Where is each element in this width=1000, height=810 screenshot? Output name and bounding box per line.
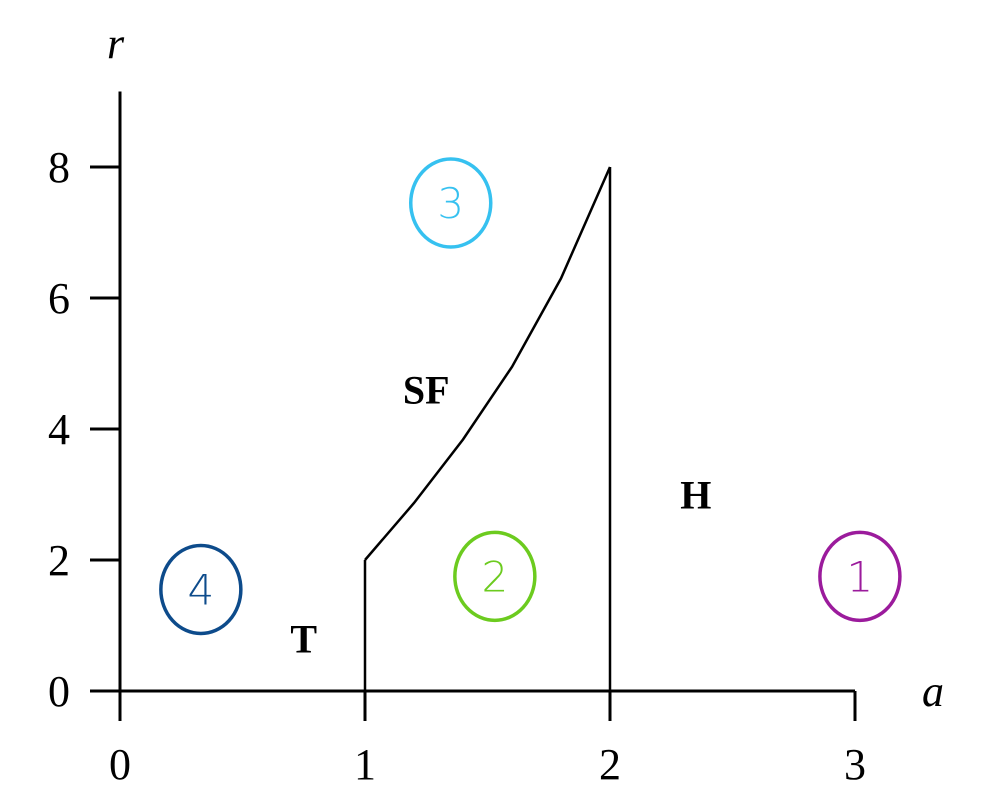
circle-number: 3 — [437, 179, 464, 228]
x-axis-title: a — [922, 667, 944, 716]
x-tick-label: 3 — [844, 740, 866, 789]
boundary-curve-2 — [364, 166, 612, 561]
x-tick-label: 1 — [354, 740, 376, 789]
y-tick-label: 0 — [48, 667, 70, 716]
region-labels: T SF H — [290, 368, 711, 662]
region-label-h: H — [680, 473, 711, 518]
y-tick-label: 2 — [48, 536, 70, 585]
circled-number-3: 3 — [409, 157, 493, 249]
y-tick-label: 4 — [48, 405, 70, 454]
circle-ring — [159, 543, 243, 636]
circled-annotations: 1 2 3 4 — [159, 157, 902, 636]
circle-number: 2 — [481, 552, 508, 601]
region-label-sf: SF — [403, 368, 450, 413]
circle-number: 1 — [847, 552, 874, 601]
circled-number-4: 4 — [159, 543, 243, 636]
x-tick-label: 0 — [109, 740, 131, 789]
axes — [118, 91, 855, 693]
boundary-curves — [363, 166, 612, 691]
axis-ticks: 0 1 2 3 0 2 4 6 8 — [48, 143, 866, 789]
circle-ring — [818, 530, 902, 623]
circled-number-1: 1 — [818, 530, 902, 623]
y-axis-title: r — [107, 19, 125, 68]
circle-ring — [453, 530, 537, 623]
circle-number: 4 — [187, 565, 214, 614]
circled-number-2: 2 — [453, 530, 537, 623]
region-label-t: T — [290, 617, 317, 662]
circle-ring — [409, 157, 493, 249]
y-tick-label: 8 — [48, 143, 70, 192]
y-tick-label: 6 — [48, 274, 70, 323]
x-tick-label: 2 — [599, 740, 621, 789]
